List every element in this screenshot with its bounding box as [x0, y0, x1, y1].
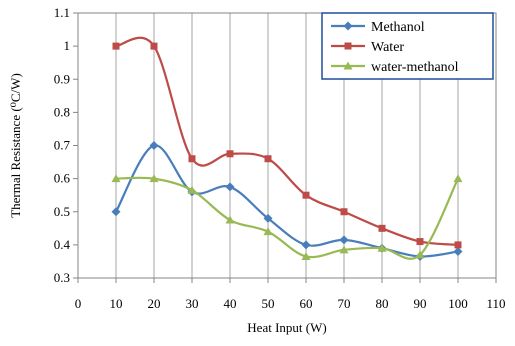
x-tick-label: 60 — [300, 296, 313, 311]
y-tick-label: 0.6 — [54, 171, 71, 186]
data-point-methanol — [149, 141, 159, 150]
y-tick-label: 0.4 — [54, 237, 71, 252]
y-tick-label: 1 — [64, 38, 71, 53]
data-point-water-methanol — [377, 243, 387, 252]
x-tick-label: 50 — [262, 296, 275, 311]
data-point-water — [188, 155, 196, 163]
x-tick-label: 100 — [448, 296, 468, 311]
data-point-methanol — [453, 247, 463, 256]
legend-label: water-methanol — [371, 60, 459, 75]
x-tick-label: 110 — [486, 296, 505, 311]
series-line-water-methanol — [115, 176, 459, 260]
data-point-water — [112, 42, 120, 50]
data-point-water-methanol — [415, 250, 425, 259]
data-point-water-methanol — [263, 227, 273, 236]
x-tick-label: 90 — [414, 296, 427, 311]
legend-marker — [344, 42, 352, 50]
data-point-water — [416, 238, 424, 246]
data-point-water — [226, 150, 234, 158]
legend-label: Methanol — [371, 20, 425, 35]
data-point-water — [454, 241, 462, 249]
data-point-methanol — [225, 182, 235, 192]
data-point-methanol — [301, 240, 311, 250]
data-point-water — [378, 224, 386, 232]
data-point-water-methanol — [149, 174, 159, 183]
legend-marker — [343, 61, 353, 70]
legend-marker — [343, 21, 353, 31]
x-axis-label: Heat Input (W) — [247, 320, 326, 335]
data-point-water-methanol — [187, 185, 197, 194]
data-point-methanol — [263, 213, 273, 223]
legend: Methanol Water water-methanol — [321, 12, 494, 80]
data-point-water — [302, 191, 310, 199]
data-point-water-methanol — [453, 174, 463, 183]
data-point-methanol — [339, 235, 349, 245]
y-tick-label: 0.5 — [54, 204, 70, 219]
legend-item-water: Water — [331, 40, 404, 55]
series-methanol — [111, 141, 463, 261]
series-line-methanol — [115, 144, 459, 258]
x-tick-label: 30 — [186, 296, 199, 311]
axes — [73, 12, 497, 283]
series-water — [112, 36, 462, 249]
tick-labels: 0.3 0.4 0.5 0.6 0.7 0.8 0.9 1 1.1 0 10 20 30 40 50 60 70… — [54, 5, 506, 311]
y-axis-label: Thermal Resistance (⁰C/W) — [8, 73, 23, 218]
x-tick-label: 70 — [338, 296, 351, 311]
legend-item-methanol: Methanol — [331, 20, 425, 35]
y-tick-label: 0.7 — [54, 138, 71, 153]
data-point-water — [264, 155, 272, 163]
y-tick-label: 1.1 — [54, 5, 70, 20]
x-tick-label: 80 — [376, 296, 389, 311]
series-line-water — [115, 36, 459, 246]
series-water-methanol — [111, 174, 463, 260]
data-point-methanol — [111, 207, 121, 217]
data-point-water — [150, 42, 158, 50]
data-series — [111, 36, 463, 261]
x-tick-label: 40 — [224, 296, 237, 311]
y-tick-label: 0.9 — [54, 71, 70, 86]
legend-item-water-methanol: water-methanol — [331, 60, 459, 75]
data-point-water — [340, 208, 348, 216]
x-tick-label: 10 — [110, 296, 123, 311]
x-tick-label: 0 — [75, 296, 82, 311]
data-point-water-methanol — [301, 251, 311, 260]
data-point-water-methanol — [111, 174, 121, 183]
y-tick-label: 0.3 — [54, 270, 70, 285]
legend-label: Water — [371, 40, 404, 55]
data-point-water-methanol — [225, 215, 235, 224]
y-tick-label: 0.8 — [54, 104, 70, 119]
x-tick-label: 20 — [148, 296, 161, 311]
data-point-water-methanol — [339, 245, 349, 254]
